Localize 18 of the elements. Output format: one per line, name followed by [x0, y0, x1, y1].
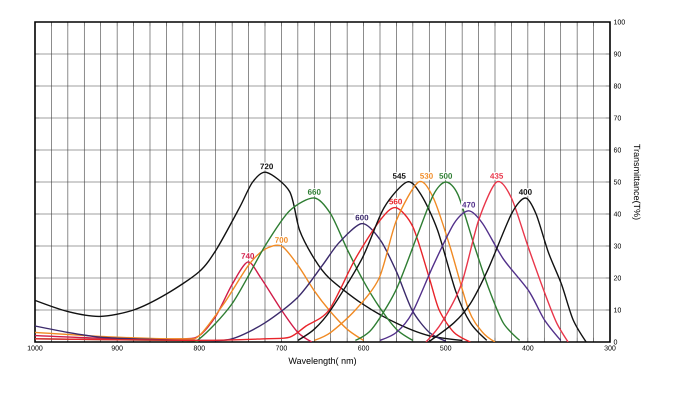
x-axis-title: Wavelength( nm) — [288, 357, 356, 366]
series-label: 545 — [392, 173, 406, 179]
series-label: 400 — [518, 189, 532, 195]
series-label: 530 — [420, 173, 433, 179]
series-label: 500 — [439, 173, 452, 179]
series-label: 740 — [241, 253, 254, 259]
line-series — [34, 222, 446, 342]
series-label: 700 — [275, 237, 288, 243]
line-series — [34, 206, 472, 342]
y-axis-title: Transmittance(T%) — [632, 144, 640, 220]
line-series — [379, 210, 562, 342]
series-label: 435 — [490, 173, 504, 179]
line-series — [425, 180, 569, 342]
series-label: 600 — [356, 214, 368, 220]
series-label: 720 — [260, 164, 273, 170]
series-label: 470 — [462, 202, 476, 208]
series-label: 660 — [308, 189, 321, 195]
series-label: 560 — [389, 198, 402, 204]
